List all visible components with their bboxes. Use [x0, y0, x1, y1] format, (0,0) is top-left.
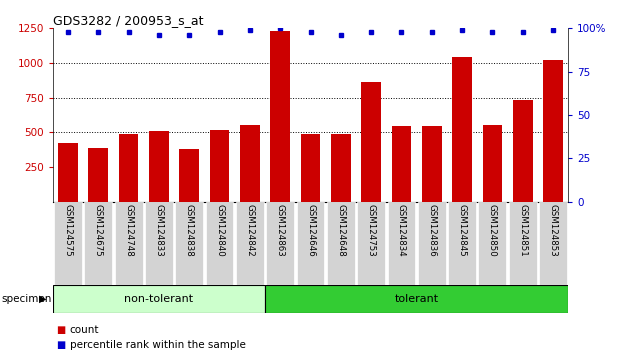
Bar — [179, 149, 199, 202]
Text: ■: ■ — [56, 340, 65, 350]
Bar — [58, 143, 78, 202]
Text: GSM124833: GSM124833 — [155, 204, 163, 257]
Bar — [448, 202, 476, 285]
Bar — [145, 202, 173, 285]
Text: specimen: specimen — [1, 294, 52, 304]
Bar — [452, 57, 472, 202]
Bar — [539, 202, 567, 285]
Bar — [392, 126, 411, 202]
Text: GSM124840: GSM124840 — [215, 204, 224, 257]
Bar — [422, 126, 442, 202]
Text: GSM124853: GSM124853 — [548, 204, 558, 257]
Bar — [478, 202, 506, 285]
Bar — [297, 202, 324, 285]
Text: non-tolerant: non-tolerant — [124, 294, 194, 304]
Text: ▶: ▶ — [39, 294, 47, 304]
Bar — [513, 101, 533, 202]
Bar — [418, 202, 446, 285]
Text: GSM124748: GSM124748 — [124, 204, 133, 257]
Bar — [483, 125, 502, 202]
Text: GDS3282 / 200953_s_at: GDS3282 / 200953_s_at — [53, 14, 203, 27]
Text: percentile rank within the sample: percentile rank within the sample — [70, 340, 245, 350]
Text: GSM124842: GSM124842 — [245, 204, 255, 257]
Bar — [149, 131, 169, 202]
Bar — [88, 148, 108, 202]
Bar — [206, 202, 233, 285]
Bar — [53, 285, 265, 313]
Bar — [115, 202, 143, 285]
Text: GSM124845: GSM124845 — [458, 204, 466, 257]
Text: GSM124838: GSM124838 — [184, 204, 194, 257]
Text: GSM124836: GSM124836 — [427, 204, 437, 257]
Bar — [270, 31, 290, 202]
Bar — [54, 202, 82, 285]
Bar — [119, 134, 138, 202]
Bar — [210, 130, 229, 202]
Bar — [84, 202, 112, 285]
Bar — [357, 202, 385, 285]
Bar — [543, 60, 563, 202]
Text: count: count — [70, 325, 99, 335]
Text: tolerant: tolerant — [394, 294, 438, 304]
Bar — [327, 202, 355, 285]
Text: GSM124575: GSM124575 — [63, 204, 73, 257]
Text: GSM124863: GSM124863 — [276, 204, 284, 257]
Text: GSM124850: GSM124850 — [488, 204, 497, 257]
Bar — [509, 202, 537, 285]
Bar — [175, 202, 203, 285]
Bar — [331, 134, 351, 202]
Bar — [361, 82, 381, 202]
Text: GSM124648: GSM124648 — [337, 204, 345, 257]
Text: GSM124675: GSM124675 — [94, 204, 102, 257]
Bar — [236, 202, 264, 285]
Text: GSM124834: GSM124834 — [397, 204, 406, 257]
Text: GSM124753: GSM124753 — [366, 204, 376, 257]
Text: GSM124646: GSM124646 — [306, 204, 315, 257]
Bar — [301, 134, 320, 202]
Text: ■: ■ — [56, 325, 65, 335]
Bar — [265, 285, 568, 313]
Bar — [266, 202, 294, 285]
Bar — [240, 125, 260, 202]
Text: GSM124851: GSM124851 — [519, 204, 527, 257]
Bar — [388, 202, 415, 285]
